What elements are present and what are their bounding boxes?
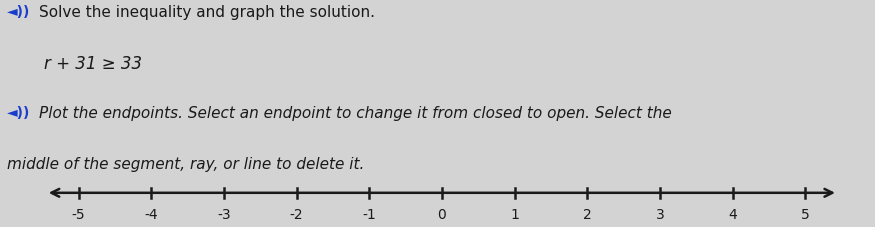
- Text: 1: 1: [510, 207, 519, 222]
- Text: -3: -3: [217, 207, 231, 222]
- Text: middle of the segment, ray, or line to delete it.: middle of the segment, ray, or line to d…: [7, 157, 364, 172]
- Text: Plot the endpoints. Select an endpoint to change it from closed to open. Select : Plot the endpoints. Select an endpoint t…: [39, 106, 672, 121]
- Text: -1: -1: [362, 207, 376, 222]
- Text: -4: -4: [144, 207, 158, 222]
- Text: 4: 4: [728, 207, 737, 222]
- Text: ◄)): ◄)): [7, 5, 31, 19]
- Text: r + 31 ≥ 33: r + 31 ≥ 33: [44, 54, 142, 72]
- Text: 2: 2: [583, 207, 592, 222]
- Text: 0: 0: [438, 207, 446, 222]
- Text: -5: -5: [72, 207, 86, 222]
- Text: -2: -2: [290, 207, 304, 222]
- Text: ◄)): ◄)): [7, 106, 31, 119]
- Text: Solve the inequality and graph the solution.: Solve the inequality and graph the solut…: [39, 5, 375, 20]
- Text: 3: 3: [655, 207, 664, 222]
- Text: 5: 5: [801, 207, 809, 222]
